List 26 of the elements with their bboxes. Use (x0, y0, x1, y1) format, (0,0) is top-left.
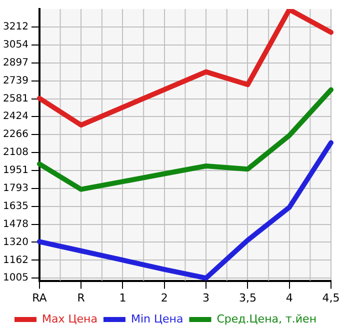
y-tick-label: 1005 (2, 272, 28, 284)
x-tick-label: 4,5 (322, 291, 340, 304)
y-tick-label: 3054 (2, 40, 28, 51)
y-tick-label: 2897 (2, 57, 28, 68)
x-tick-label: R (77, 291, 86, 304)
y-tick-label: 1320 (2, 236, 28, 248)
y-tick-label: 3212 (2, 22, 28, 33)
y-tick-label: 2266 (2, 129, 28, 140)
legend-label: Min Цена (130, 312, 184, 326)
x-tick-label: 4 (286, 291, 293, 304)
y-tick-label: 1793 (2, 183, 28, 194)
x-tick-label: 1 (119, 291, 126, 304)
legend-label: Max Цена (42, 312, 98, 326)
y-tick-label: 2108 (2, 147, 28, 158)
y-tick-label: 1162 (2, 254, 28, 266)
y-tick-label: 1635 (2, 200, 28, 212)
x-tick-label: 2 (160, 291, 168, 304)
y-tick-label: 2424 (2, 111, 28, 122)
y-tick-label: 2581 (2, 93, 28, 104)
y-tick-label: 1951 (2, 165, 28, 176)
y-tick-label: 2739 (2, 75, 28, 86)
y-tick-label: 1478 (2, 218, 28, 230)
x-tick-label: 3,5 (238, 291, 256, 304)
x-tick-label: 3 (202, 291, 210, 304)
legend-label: Сред.Цена, т.йен (216, 312, 317, 326)
x-tick-label: RA (32, 291, 48, 304)
